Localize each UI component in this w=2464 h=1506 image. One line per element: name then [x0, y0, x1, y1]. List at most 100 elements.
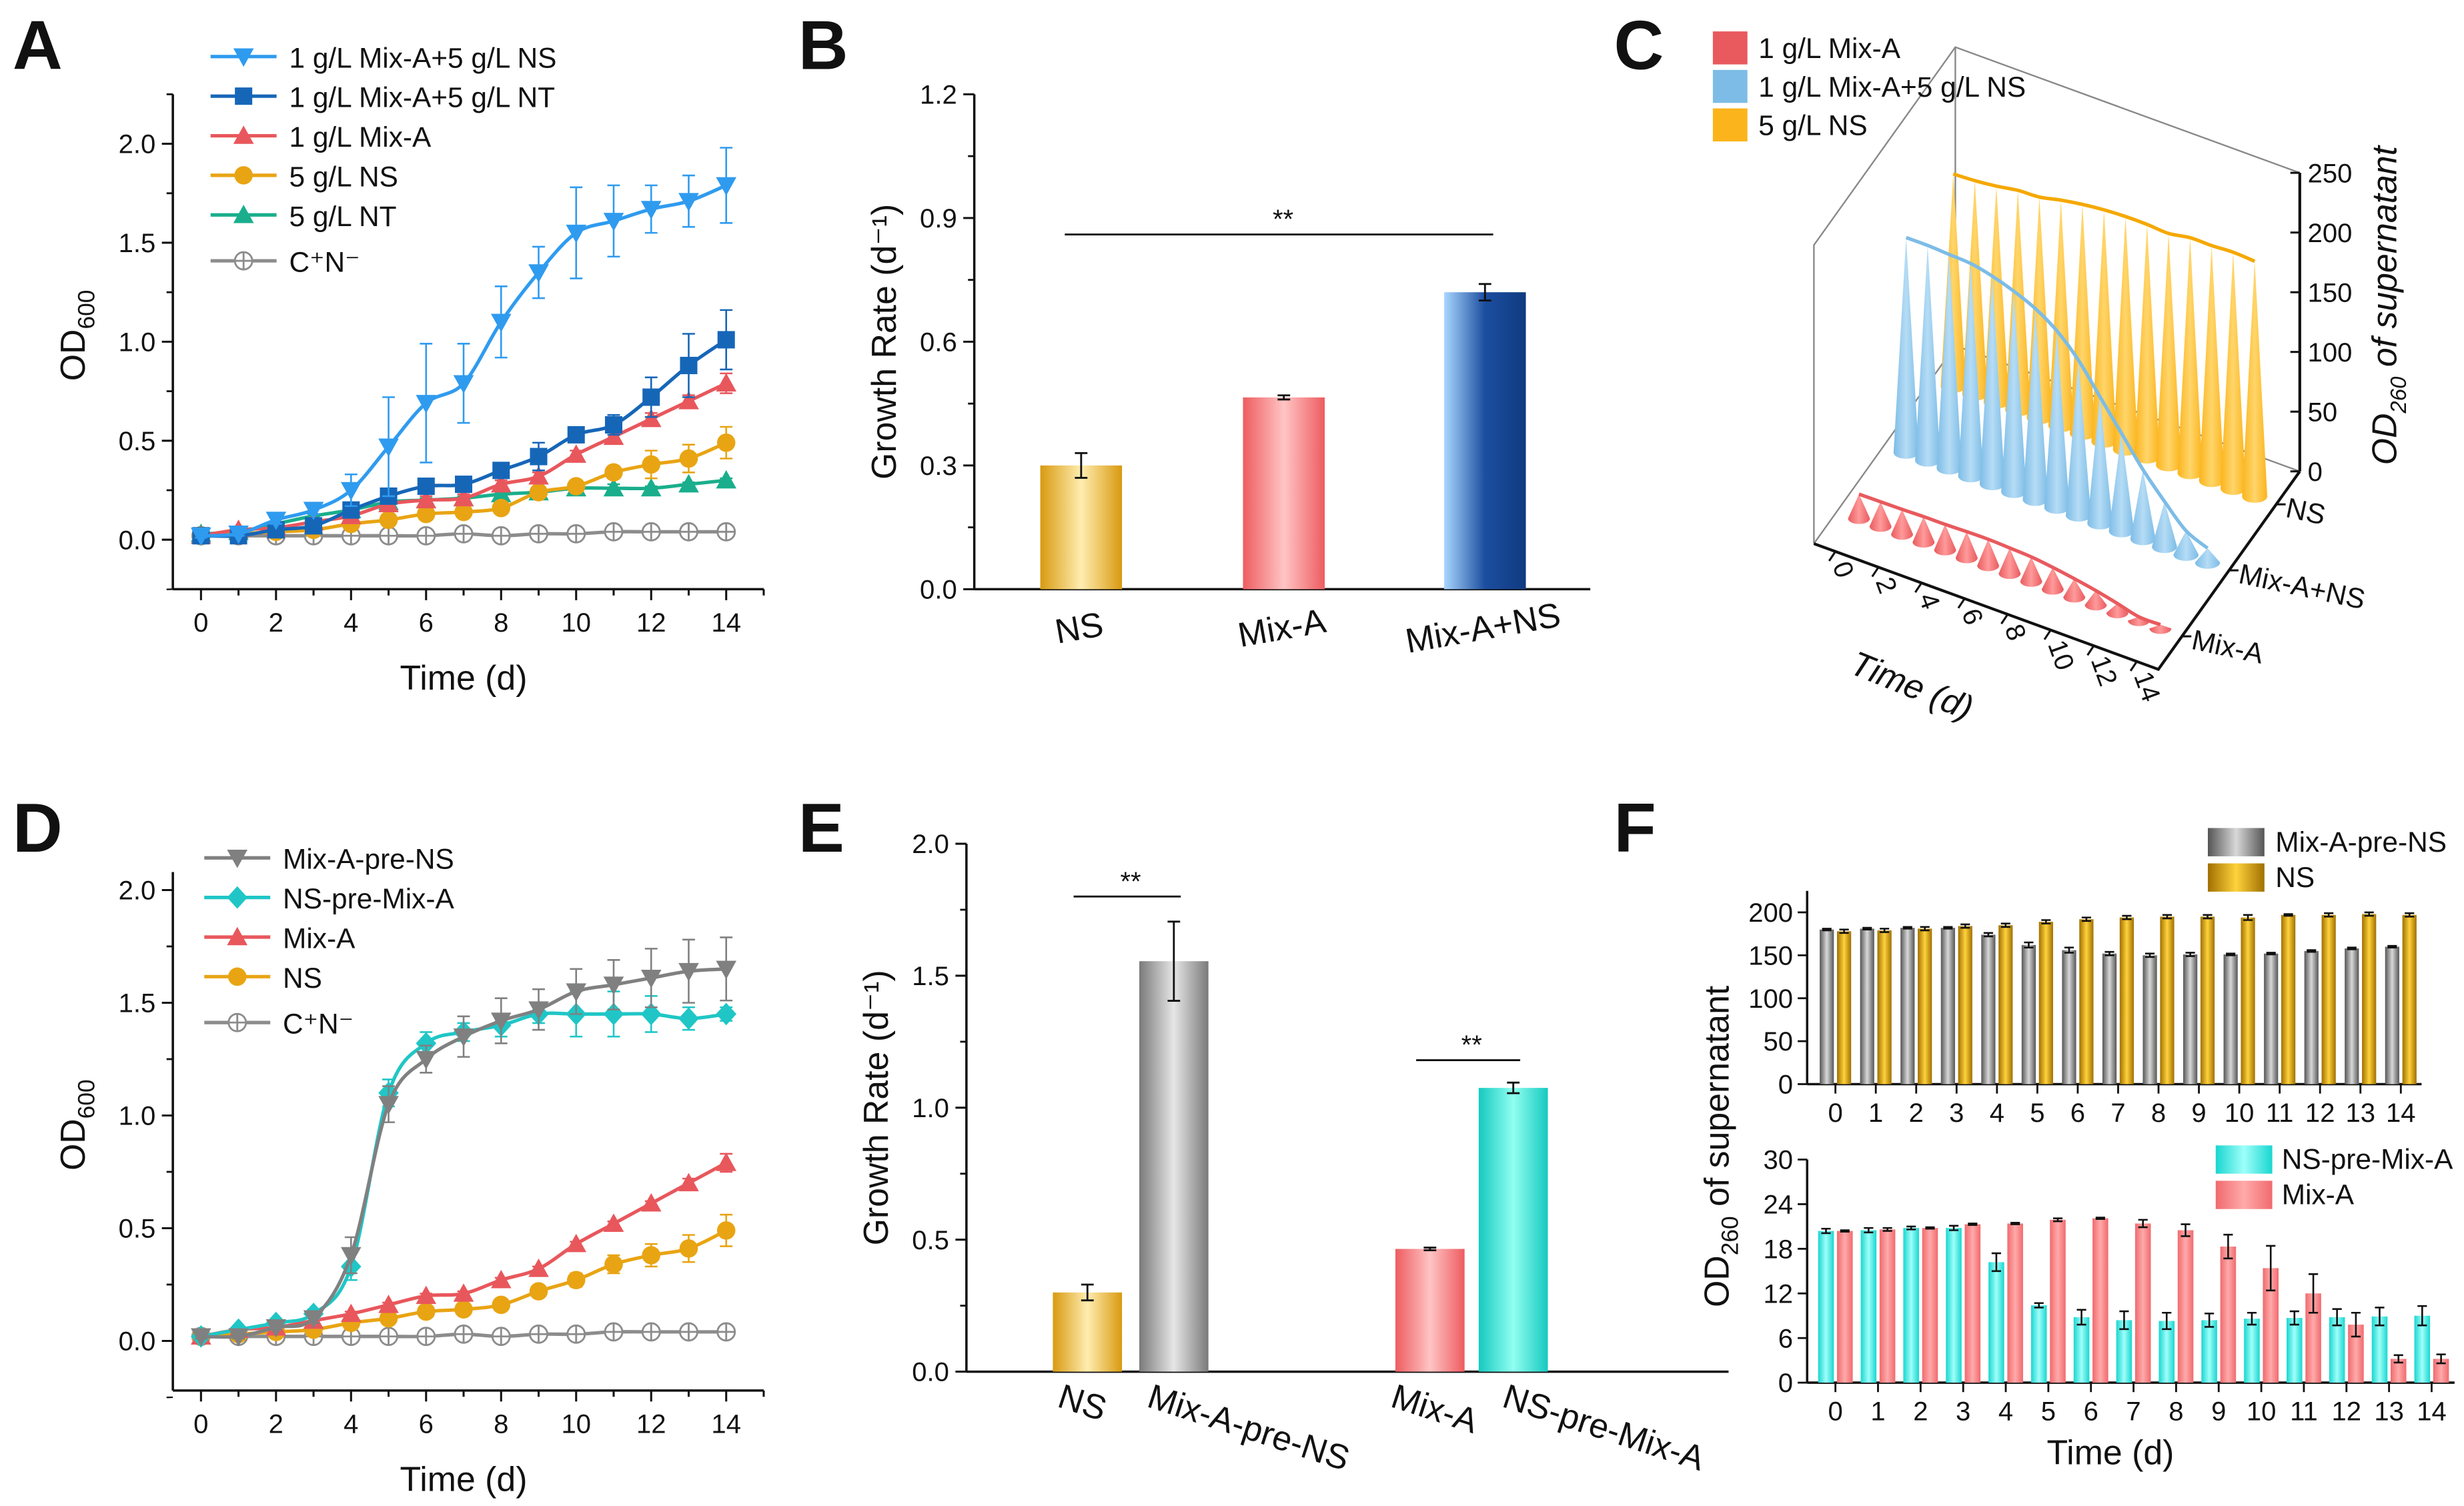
legend-swatch — [2207, 828, 2265, 856]
bar — [2160, 916, 2175, 1084]
time-tick-label: 0 — [1826, 558, 1859, 582]
time-tick — [1957, 598, 1966, 609]
time-tick — [1828, 551, 1836, 562]
x-category-label: Mix-A — [1387, 1377, 1483, 1441]
data-point — [228, 1328, 249, 1347]
series-line — [200, 1011, 727, 1339]
error-bar — [1960, 923, 1970, 929]
y-tick-label: 2.0 — [912, 830, 949, 859]
time-tick-label: 10 — [2042, 636, 2080, 674]
panel-b-growth-rate-bars: 0.0 0.3 0.6 0.9 1.2 Growth Rate (d⁻¹) NS Mix-A M… — [864, 80, 1591, 660]
x-axis-label: Time (d) — [2046, 1433, 2174, 1472]
cone — [2199, 245, 2225, 488]
data-point — [490, 1012, 512, 1031]
x-tick-label: 8 — [494, 608, 508, 638]
time-tick — [2000, 614, 2009, 625]
error-bar — [2417, 1305, 2427, 1327]
data-point — [340, 1247, 362, 1266]
error-bar — [2309, 1273, 2319, 1314]
legend-label: 1 g/L Mix-A — [289, 121, 432, 153]
data-point — [303, 1310, 324, 1329]
error-bar — [2119, 1310, 2129, 1331]
y-tick-label: 2.0 — [119, 130, 156, 159]
data-point — [235, 87, 253, 105]
legend-label: Mix-A-pre-NS — [283, 844, 454, 875]
error-bar — [2332, 1308, 2342, 1327]
data-point — [716, 1002, 737, 1026]
y-tick-label: 1.0 — [119, 1102, 156, 1131]
error-bar — [1839, 928, 1849, 934]
cone — [2112, 216, 2138, 456]
y-axis-label-main: OD — [53, 1118, 92, 1171]
bar — [2073, 1317, 2090, 1383]
z-tick-label: 150 — [2308, 278, 2353, 307]
bar — [1964, 1224, 1981, 1383]
legend: 1 g/L Mix-A 1 g/L Mix-A+5 g/L NS 5 g/L NS — [1712, 31, 2026, 142]
data-point — [340, 1303, 362, 1323]
x-tick-label: 6 — [2084, 1397, 2098, 1427]
error-bar — [2351, 1311, 2361, 1338]
bar — [2264, 953, 2279, 1084]
bar — [1981, 934, 1996, 1084]
x-tick-label: 4 — [1990, 1098, 2004, 1128]
bar — [2007, 1223, 2023, 1383]
y-axis-label: OD600 — [53, 1079, 99, 1171]
legend-item: NS-pre-Mix-A — [204, 883, 454, 914]
significance-marker: ** — [1461, 1030, 1482, 1060]
bar — [2244, 1319, 2260, 1383]
error-bar — [1277, 394, 1291, 401]
error-bar — [2205, 1313, 2215, 1328]
x-tick-label: 2 — [269, 1409, 283, 1439]
x-category-label: Mix-A+NS — [1403, 595, 1564, 660]
data-point — [678, 1173, 699, 1192]
legend-item: NS — [204, 962, 322, 994]
category-label: NS — [2283, 492, 2328, 530]
data-point — [529, 1324, 548, 1344]
category-label: Mix-A+NS — [2236, 558, 2368, 615]
error-bar — [1864, 1227, 1874, 1234]
legend-label: C⁺N⁻ — [289, 247, 360, 278]
y-tick-label: 150 — [1748, 941, 1793, 970]
significance-marker: ** — [1273, 205, 1293, 234]
cone — [2001, 291, 2026, 498]
x-tick-label: 5 — [2030, 1098, 2044, 1128]
x-tick-label: 4 — [1998, 1397, 2013, 1427]
error-bar — [2347, 946, 2357, 950]
error-bar — [2052, 1217, 2063, 1223]
y-axis-label-sub: 600 — [73, 290, 99, 329]
data-point — [641, 1322, 661, 1342]
error-bar — [2144, 952, 2155, 958]
error-bar — [1948, 1225, 1959, 1231]
x-tick-label: 3 — [1956, 1397, 1970, 1427]
data-point — [678, 193, 699, 211]
cone — [1934, 524, 1956, 556]
data-point — [640, 478, 662, 497]
data-point — [453, 1028, 474, 1047]
panel-label-d: D — [13, 789, 63, 866]
bar — [2287, 1318, 2303, 1383]
cone — [2242, 261, 2268, 503]
series-c-n- — [191, 522, 736, 546]
error-bar — [1968, 1223, 1978, 1226]
legend-swatch — [2207, 863, 2265, 892]
data-point — [417, 478, 435, 496]
bar — [2329, 1317, 2345, 1383]
error-bar — [2000, 922, 2010, 928]
panel-label-b: B — [798, 7, 848, 84]
y-axis-label: OD600 — [53, 290, 99, 382]
bar — [1837, 1231, 1853, 1383]
cone — [2108, 433, 2134, 538]
y-tick-label: 2.0 — [119, 876, 156, 906]
bar — [1879, 1229, 1896, 1383]
cone — [1977, 539, 2000, 572]
legend-label: 1 g/L Mix-A+5 g/L NT — [289, 82, 555, 113]
error-bar — [1906, 1225, 1916, 1231]
legend-swatch — [1712, 108, 1748, 142]
z-tick-label: 50 — [2308, 398, 2338, 427]
cone — [1979, 276, 2005, 490]
error-bar — [2375, 1307, 2385, 1327]
x-tick-label: 11 — [2290, 1397, 2318, 1427]
data-point — [604, 416, 623, 434]
